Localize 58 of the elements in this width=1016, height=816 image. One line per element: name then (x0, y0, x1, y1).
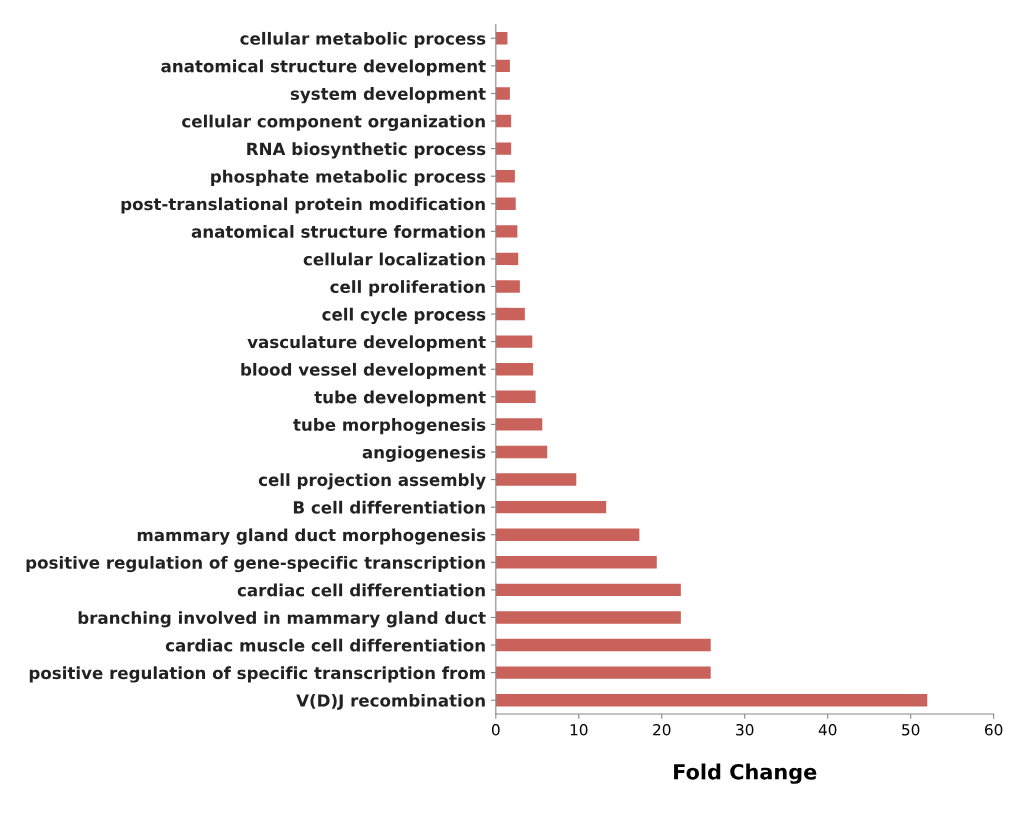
bar (495, 638, 711, 652)
y-tick-label: post-translational protein modification (121, 197, 485, 214)
y-tick-label: V(D)J recombination (296, 693, 485, 710)
x-tick-label: 30 (736, 723, 754, 736)
y-tick-label: blood vessel development (241, 362, 486, 380)
bar (495, 114, 512, 128)
y-tick-label: angiogenesis (362, 445, 486, 462)
bar (495, 169, 515, 183)
bar (495, 694, 928, 707)
bar (495, 473, 577, 486)
y-tick-label: branching involved in mammary gland duct (78, 611, 486, 628)
y-tick-label: vasculature development (247, 335, 486, 352)
x-tick-label: 50 (902, 723, 920, 736)
bar (495, 307, 525, 321)
y-tick-label: anatomical structure formation (191, 225, 485, 238)
y-tick-label: system development (290, 87, 486, 104)
bar (495, 252, 519, 266)
y-tick-label: mammary gland duct morphogenesis (137, 528, 486, 545)
bar (495, 556, 657, 569)
bar (495, 500, 607, 514)
bar (495, 390, 536, 404)
bar (495, 32, 508, 45)
y-tick-label: cellular component organization (182, 114, 485, 131)
x-tick-label: 60 (984, 723, 1003, 736)
x-tick-label: 0 (491, 723, 500, 736)
bar (495, 445, 548, 459)
bar (495, 280, 520, 293)
y-tick-label: cellular metabolic process (240, 31, 486, 49)
x-tick-label: 20 (653, 723, 671, 736)
y-tick-label: anatomical structure development (161, 59, 486, 76)
y-tick-label: tube development (314, 390, 486, 407)
y-tick-label: cell projection assembly (258, 473, 486, 490)
y-tick-label: positive regulation of specific transcription from (29, 666, 485, 683)
bar (495, 142, 512, 155)
bar (495, 335, 533, 348)
bar (495, 611, 681, 624)
y-tick-label: cardiac muscle cell differentiation (165, 638, 485, 652)
y-tick-label: cell cycle process (322, 307, 486, 325)
bar (495, 225, 518, 238)
y-tick-label: positive regulation of gene-specific transcription (26, 555, 485, 573)
bar (495, 363, 534, 376)
bar (495, 666, 711, 679)
y-tick-label: RNA biosynthetic process (247, 142, 486, 159)
y-tick-label: cardiac cell differentiation (237, 583, 485, 597)
bar (495, 197, 516, 210)
x-tick-label: 40 (818, 723, 837, 736)
y-tick-label: phosphate metabolic process (211, 169, 486, 186)
x-axis-title: Fold Change (674, 763, 817, 784)
bar (495, 528, 640, 541)
y-tick-label: tube morphogenesis (293, 418, 486, 435)
bar (495, 59, 510, 73)
bar (495, 418, 543, 431)
bar (495, 87, 510, 100)
x-tick-label: 10 (570, 723, 588, 736)
y-tick-label: B cell differentiation (293, 500, 485, 514)
y-tick-label: cellular localization (303, 252, 485, 266)
y-tick-label: cell proliferation (330, 280, 485, 297)
bar (495, 583, 681, 597)
